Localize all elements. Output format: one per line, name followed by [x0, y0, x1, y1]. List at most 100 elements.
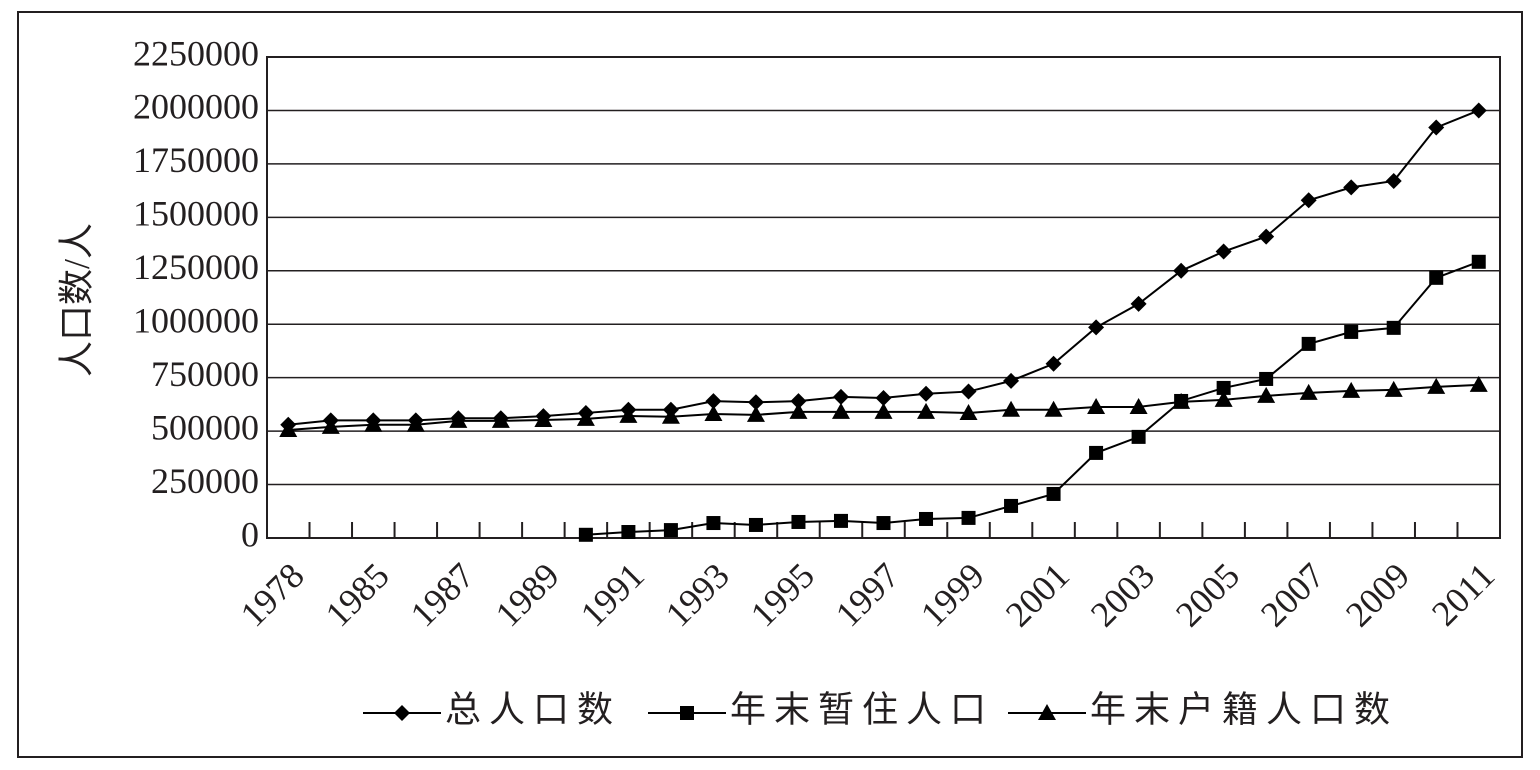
marker-diamond: [1343, 179, 1360, 196]
x-tick-label: 2001: [998, 555, 1077, 634]
marker-triangle: [746, 405, 765, 422]
marker-triangle: [831, 402, 850, 419]
marker-square: [791, 514, 806, 529]
marker-diamond: [1130, 295, 1147, 312]
marker-diamond: [918, 385, 935, 402]
y-tick-label: 500000: [151, 407, 259, 447]
marker-square: [833, 513, 848, 528]
marker-triangle: [1257, 386, 1276, 403]
marker-square: [1259, 371, 1274, 386]
marker-diamond: [790, 393, 807, 410]
marker-square: [961, 510, 976, 525]
marker-triangle: [1002, 400, 1021, 417]
marker-diamond: [1258, 228, 1275, 245]
legend-label: 总人口数: [445, 689, 621, 729]
marker-triangle: [1129, 397, 1148, 414]
marker-triangle: [1469, 375, 1488, 392]
y-tick-label: 750000: [151, 354, 259, 394]
marker-triangle: [534, 410, 553, 427]
marker-square: [578, 527, 593, 542]
x-tick-label: 2011: [1424, 555, 1502, 633]
marker-diamond: [875, 389, 892, 406]
x-tick-label: 1997: [828, 555, 907, 634]
x-tick-label: 2005: [1168, 555, 1247, 634]
marker-diamond: [1088, 319, 1105, 336]
x-tick-label: 1985: [318, 555, 397, 634]
legend-label: 年末暂住人口: [730, 689, 994, 729]
marker-diamond: [1215, 243, 1232, 260]
marker-square: [663, 523, 678, 538]
marker-square: [1471, 254, 1486, 269]
y-tick-label: 2250000: [133, 33, 259, 73]
marker-triangle: [917, 402, 936, 419]
marker-square: [1004, 498, 1019, 513]
marker-diamond: [1428, 119, 1445, 136]
y-axis-label: 人口数/人: [56, 223, 96, 377]
marker-diamond: [705, 393, 722, 410]
x-tick-label: 1993: [658, 555, 737, 634]
marker-diamond: [1003, 372, 1020, 389]
marker-square: [1386, 320, 1401, 335]
marker-triangle: [1299, 383, 1318, 400]
x-tick-label: 1995: [743, 555, 822, 634]
y-tick-label: 1500000: [133, 194, 259, 234]
plot-frame: [266, 56, 1501, 539]
marker-square: [1429, 270, 1444, 285]
marker-triangle: [321, 417, 340, 434]
marker-square: [1089, 445, 1104, 460]
marker-diamond: [960, 383, 977, 400]
marker-square: [1216, 380, 1231, 395]
marker-triangle: [449, 411, 468, 428]
series-line: [585, 260, 1480, 536]
y-tick-label: 1250000: [133, 247, 259, 287]
y-tick-label: 0: [241, 514, 259, 554]
marker-triangle: [789, 402, 808, 419]
marker-triangle: [406, 415, 425, 432]
marker-triangle: [1427, 377, 1446, 394]
y-tick-label: 2000000: [133, 87, 259, 127]
marker-square: [1046, 486, 1061, 501]
legend-label: 年末户籍人口数: [1090, 689, 1398, 729]
marker-square: [621, 525, 636, 540]
y-tick-label: 1000000: [133, 300, 259, 340]
marker-triangle: [619, 406, 638, 423]
marker-diamond: [747, 394, 764, 411]
marker-diamond: [1300, 192, 1317, 209]
marker-triangle: [279, 421, 298, 438]
marker-diamond: [832, 388, 849, 405]
marker-square: [876, 516, 891, 531]
marker-triangle: [959, 403, 978, 420]
chart-frame: [17, 11, 1523, 758]
marker-triangle: [704, 405, 723, 422]
marker-square: [1131, 429, 1146, 444]
marker-square: [706, 516, 721, 531]
marker-triangle: [1214, 390, 1233, 407]
marker-triangle: [874, 402, 893, 419]
x-tick-label: 2007: [1253, 555, 1332, 634]
y-tick-label: 1750000: [133, 140, 259, 180]
x-tick-label: 1999: [913, 555, 992, 634]
marker-triangle: [1342, 381, 1361, 398]
marker-diamond: [1385, 172, 1402, 189]
marker-square: [748, 517, 763, 532]
marker-triangle: [1384, 380, 1403, 397]
x-tick-label: 1978: [233, 555, 312, 634]
marker-diamond: [1045, 355, 1062, 372]
marker-square: [1344, 324, 1359, 339]
marker-diamond: [1173, 262, 1190, 279]
marker-triangle: [661, 407, 680, 424]
y-tick-label: 250000: [151, 461, 259, 501]
marker-triangle: [364, 415, 383, 432]
marker-triangle: [1044, 400, 1063, 417]
x-tick-label: 1991: [573, 555, 652, 634]
marker-diamond: [1470, 102, 1487, 119]
marker-triangle: [1087, 397, 1106, 414]
marker-square: [919, 511, 934, 526]
marker-square: [680, 706, 694, 720]
x-tick-label: 1987: [403, 555, 482, 634]
marker-square: [1301, 336, 1316, 351]
marker-diamond: [394, 705, 410, 721]
x-tick-label: 2009: [1338, 555, 1417, 634]
